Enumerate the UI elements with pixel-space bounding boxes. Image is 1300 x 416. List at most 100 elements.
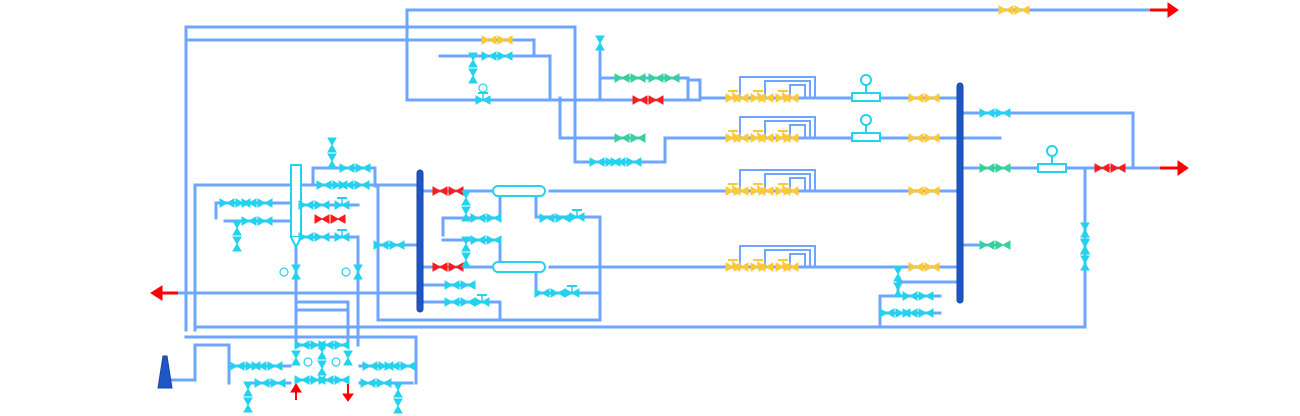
gate-valve-icon xyxy=(783,186,799,196)
gate-valve-icon xyxy=(902,291,918,301)
gate-valve-icon xyxy=(733,186,749,196)
gate-valve-icon xyxy=(893,266,903,282)
pipe-return-loop xyxy=(193,166,1087,329)
gate-valve-icon xyxy=(257,198,273,208)
gate-valve-icon xyxy=(468,68,478,84)
gate-valve-icon xyxy=(1080,239,1090,255)
equipment xyxy=(157,74,1067,389)
gate-valve-icon xyxy=(497,51,513,61)
gate-valve-icon xyxy=(1110,163,1126,173)
gate-valve-icon xyxy=(758,133,774,143)
gate-valve-icon xyxy=(444,297,460,307)
gate-valve-icon xyxy=(550,288,566,298)
pipe-right-upper xyxy=(958,111,1135,170)
gate-valve-icon xyxy=(294,340,310,350)
flow-arrow-icon xyxy=(150,285,178,301)
gate-valve-icon xyxy=(219,198,235,208)
gate-valve-icon xyxy=(317,344,327,360)
gate-valve-icon xyxy=(314,214,330,224)
gate-valve-icon xyxy=(1094,163,1110,173)
gate-valve-icon xyxy=(630,73,646,83)
gate-valve-icon xyxy=(758,186,774,196)
pipe-column-drop xyxy=(294,235,360,347)
gate-valve-icon xyxy=(229,361,245,371)
gate-valve-icon xyxy=(902,308,918,318)
gate-valve-icon xyxy=(664,73,680,83)
gate-valve-icon xyxy=(908,93,924,103)
gate-valve-icon xyxy=(758,262,774,272)
gate-valve-icon xyxy=(461,252,471,268)
gate-valve-icon xyxy=(291,264,301,280)
gate-valve-icon xyxy=(648,73,664,83)
gate-valve-icon xyxy=(995,163,1011,173)
gate-valve-icon xyxy=(924,262,940,272)
control-valve-icon xyxy=(564,285,580,298)
gate-valve-icon xyxy=(614,133,630,143)
gate-valve-icon xyxy=(251,361,267,371)
gate-valve-icon xyxy=(298,232,314,242)
gate-valve-icon xyxy=(362,361,378,371)
pipe-hx1-loop xyxy=(534,194,602,219)
gate-valve-icon xyxy=(630,133,646,143)
gate-valve-icon xyxy=(924,133,940,143)
pipe-bypass-1 xyxy=(739,76,816,98)
gate-valve-icon xyxy=(879,308,895,318)
gate-valve-icon xyxy=(400,361,416,371)
gate-valve-icon xyxy=(733,93,749,103)
gate-valve-icon xyxy=(267,361,283,371)
gate-valve-icon xyxy=(243,381,253,397)
gate-valve-icon xyxy=(232,220,242,236)
gate-valve-icon xyxy=(460,297,476,307)
gate-valve-icon xyxy=(783,93,799,103)
gate-valve-icon xyxy=(979,163,995,173)
gate-valve-icon xyxy=(448,262,464,272)
pipe-stack-feed xyxy=(168,343,197,382)
pipe-train-feed xyxy=(405,78,702,102)
gate-valve-icon xyxy=(534,288,550,298)
instrument-bubble-icon xyxy=(478,83,488,93)
gate-valve-icon xyxy=(241,198,257,208)
pipe-train-feed-2 xyxy=(558,96,642,140)
gate-valve-icon xyxy=(373,240,389,250)
gate-valve-icon xyxy=(461,236,471,252)
heat-exchanger-icon xyxy=(492,261,546,273)
gate-valve-icon xyxy=(334,375,350,385)
gate-valve-icon xyxy=(924,186,940,196)
flow-arrow-icon xyxy=(1150,2,1179,18)
gate-valve-icon xyxy=(758,93,774,103)
gate-valve-icon xyxy=(908,262,924,272)
gate-valve-icon xyxy=(384,361,400,371)
gate-valve-icon xyxy=(241,216,257,226)
pressure-gauge-icon xyxy=(1037,145,1067,173)
gate-valve-icon xyxy=(327,153,337,169)
flow-arrow-icon xyxy=(342,384,354,402)
gate-valve-icon xyxy=(783,262,799,272)
gate-valve-icon xyxy=(291,350,301,366)
pipe-upper-branch-2 xyxy=(438,54,552,100)
control-valve-icon xyxy=(334,229,350,242)
gate-valve-icon xyxy=(470,235,486,245)
pipe-right-lower xyxy=(878,280,962,329)
instrument-bubble-icon xyxy=(341,267,351,277)
control-valve-icon xyxy=(474,294,490,307)
gate-valve-icon xyxy=(376,378,392,388)
gate-valve-icon xyxy=(924,93,940,103)
gate-valve-icon xyxy=(610,157,626,167)
gate-valve-icon xyxy=(908,133,924,143)
right-header xyxy=(956,82,964,304)
gate-valve-icon xyxy=(486,213,502,223)
gate-valve-icon xyxy=(257,216,273,226)
gate-valve-icon xyxy=(470,213,486,223)
gate-valve-icon xyxy=(360,378,376,388)
gate-valve-icon xyxy=(998,5,1014,15)
gate-valve-icon xyxy=(995,108,1011,118)
gate-valve-icon xyxy=(918,308,934,318)
gate-valve-icon xyxy=(432,262,448,272)
instrument-bubble-icon xyxy=(303,357,313,367)
gate-valve-icon xyxy=(393,398,403,414)
pipe-bypass-3 xyxy=(739,169,816,191)
gate-valve-icon xyxy=(468,52,478,68)
gate-valve-icon xyxy=(555,213,571,223)
gate-valve-icon xyxy=(294,375,310,385)
